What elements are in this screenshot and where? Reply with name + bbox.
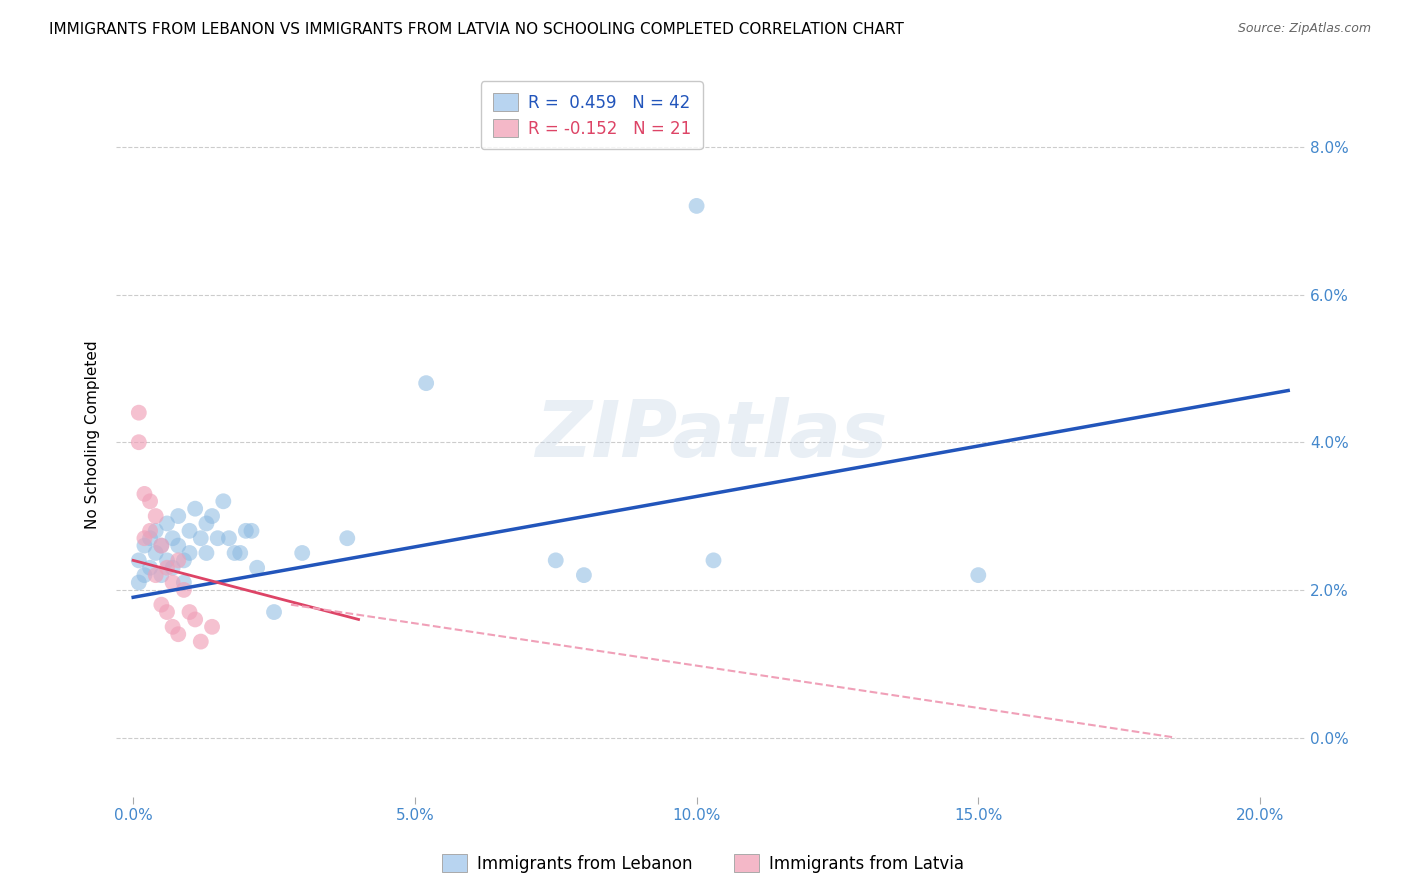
Point xyxy=(128,553,150,567)
Y-axis label: No Schooling Completed: No Schooling Completed xyxy=(86,341,100,529)
Point xyxy=(415,376,437,391)
Point xyxy=(139,560,162,574)
Point xyxy=(173,553,195,567)
Point xyxy=(156,516,179,531)
Point xyxy=(150,539,173,553)
Point xyxy=(134,487,156,501)
Point xyxy=(134,531,156,545)
Point xyxy=(702,553,724,567)
Point xyxy=(134,568,156,582)
Point xyxy=(167,509,190,524)
Point xyxy=(145,509,167,524)
Point xyxy=(572,568,595,582)
Point xyxy=(162,560,184,574)
Point xyxy=(179,546,201,560)
Point xyxy=(544,553,567,567)
Point xyxy=(685,199,707,213)
Point xyxy=(179,605,201,619)
Point xyxy=(145,524,167,538)
Point xyxy=(145,568,167,582)
Text: Source: ZipAtlas.com: Source: ZipAtlas.com xyxy=(1237,22,1371,36)
Point xyxy=(139,531,162,545)
Point xyxy=(128,435,150,450)
Point xyxy=(156,553,179,567)
Point xyxy=(195,516,218,531)
Point xyxy=(128,406,150,420)
Point xyxy=(162,531,184,545)
Text: ZIPatlas: ZIPatlas xyxy=(534,397,887,473)
Point xyxy=(139,494,162,508)
Point xyxy=(173,582,195,597)
Point xyxy=(162,620,184,634)
Point xyxy=(201,509,224,524)
Point xyxy=(224,546,246,560)
Point xyxy=(240,524,263,538)
Point xyxy=(139,524,162,538)
Point xyxy=(263,605,285,619)
Point xyxy=(190,531,212,545)
Point xyxy=(184,612,207,626)
Point xyxy=(336,531,359,545)
Legend: R =  0.459   N = 42, R = -0.152   N = 21: R = 0.459 N = 42, R = -0.152 N = 21 xyxy=(481,81,703,150)
Point xyxy=(173,575,195,590)
Point xyxy=(212,494,235,508)
Point xyxy=(207,531,229,545)
Point xyxy=(201,620,224,634)
Point xyxy=(145,546,167,560)
Point xyxy=(128,575,150,590)
Point xyxy=(179,524,201,538)
Point xyxy=(291,546,314,560)
Point xyxy=(167,553,190,567)
Point xyxy=(156,560,179,574)
Point xyxy=(967,568,990,582)
Point xyxy=(229,546,252,560)
Point xyxy=(195,546,218,560)
Point xyxy=(167,539,190,553)
Legend: Immigrants from Lebanon, Immigrants from Latvia: Immigrants from Lebanon, Immigrants from… xyxy=(436,847,970,880)
Point xyxy=(150,568,173,582)
Point xyxy=(184,501,207,516)
Point xyxy=(162,575,184,590)
Point xyxy=(246,560,269,574)
Point xyxy=(190,634,212,648)
Text: IMMIGRANTS FROM LEBANON VS IMMIGRANTS FROM LATVIA NO SCHOOLING COMPLETED CORRELA: IMMIGRANTS FROM LEBANON VS IMMIGRANTS FR… xyxy=(49,22,904,37)
Point xyxy=(235,524,257,538)
Point xyxy=(134,539,156,553)
Point xyxy=(150,539,173,553)
Point xyxy=(167,627,190,641)
Point xyxy=(150,598,173,612)
Point xyxy=(156,605,179,619)
Point xyxy=(218,531,240,545)
